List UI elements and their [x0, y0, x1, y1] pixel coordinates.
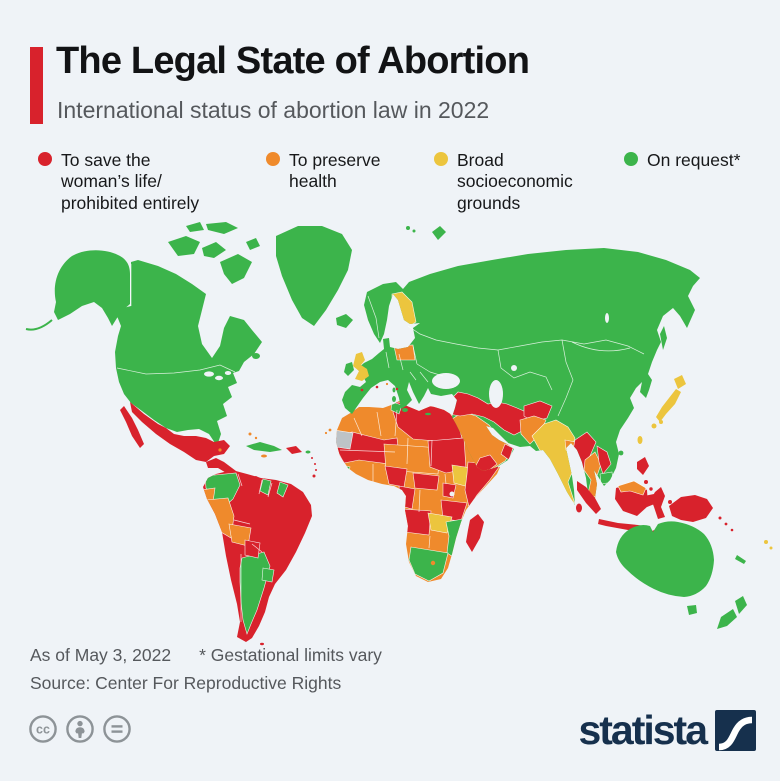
page-title: The Legal State of Abortion	[56, 40, 530, 82]
svg-text:cc: cc	[36, 723, 50, 737]
page-subtitle: International status of abortion law in …	[57, 97, 490, 123]
legend-swatch-red	[38, 152, 52, 166]
country-borders	[116, 264, 645, 622]
inland-seas	[204, 313, 609, 497]
title-accent-bar	[30, 47, 43, 124]
statista-wordmark: statista	[578, 707, 708, 753]
legend-swatch-yellow	[434, 152, 448, 166]
creative-commons-icon[interactable]: cc	[28, 714, 58, 744]
gestational-note: * Gestational limits vary	[199, 645, 382, 665]
world-map	[25, 222, 773, 646]
legend-label: On request*	[647, 150, 741, 170]
legend-item-on-request: On request*	[624, 150, 764, 171]
source-line: Source: Center For Reproductive Rights	[30, 673, 342, 693]
as-of-date: As of May 3, 2022	[30, 645, 172, 665]
statista-logo-icon	[715, 710, 756, 751]
legend-swatch-green	[624, 152, 638, 166]
legend-item-preserve-health: To preserve health	[266, 150, 406, 193]
attribution-icon[interactable]	[65, 714, 95, 744]
legend-label: Broad socioeconomic grounds	[457, 150, 573, 213]
legend-label: To save the woman’s life/ prohibited ent…	[61, 150, 200, 213]
legend-item-save-life: To save the woman’s life/ prohibited ent…	[38, 150, 218, 214]
license-icons: cc	[28, 714, 132, 744]
footnote-line: As of May 3, 2022 * Gestational limits va…	[30, 645, 382, 666]
region-north-america	[25, 222, 353, 446]
legend-label: To preserve health	[289, 150, 381, 192]
no-derivatives-icon[interactable]	[102, 714, 132, 744]
legend-swatch-orange	[266, 152, 280, 166]
legend-item-socioeconomic: Broad socioeconomic grounds	[434, 150, 594, 214]
region-oceania	[616, 521, 773, 629]
region-africa	[324, 401, 500, 582]
region-latin-america	[120, 402, 317, 646]
statista-branding: statista	[578, 710, 756, 751]
